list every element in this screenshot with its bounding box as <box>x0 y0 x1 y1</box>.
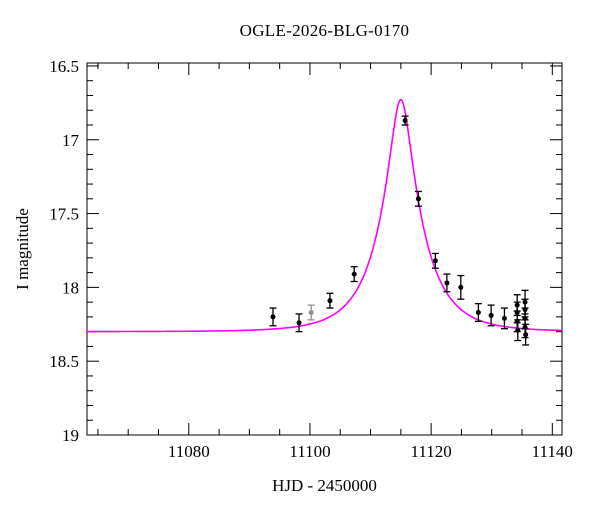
data-point <box>444 280 450 286</box>
y-tick-label: 19 <box>62 426 79 445</box>
chart-title: OGLE-2026-BLG-0170 <box>239 21 410 40</box>
x-axis-label: HJD - 2450000 <box>272 476 377 495</box>
data-point <box>351 271 357 277</box>
x-tick-label: 11120 <box>410 442 451 461</box>
data-point <box>501 315 507 321</box>
data-point <box>415 196 421 202</box>
y-tick-label: 17 <box>62 131 80 150</box>
x-tick-label: 11140 <box>532 442 573 461</box>
data-point <box>488 312 494 318</box>
data-point <box>515 327 521 333</box>
y-tick-label: 18 <box>62 278 79 297</box>
data-point <box>327 298 333 304</box>
x-tick-label: 11100 <box>289 442 330 461</box>
y-tick-label: 17.5 <box>49 205 79 224</box>
data-point <box>296 320 302 326</box>
data-point <box>270 314 276 320</box>
plot-frame <box>86 62 563 436</box>
y-tick-label: 18.5 <box>49 352 79 371</box>
data-point <box>458 284 464 290</box>
data-point <box>523 332 529 338</box>
y-tick-label: 16.5 <box>49 57 79 76</box>
x-tick-label: 11080 <box>168 442 210 461</box>
model-curve <box>87 98 563 333</box>
data-point <box>402 118 408 124</box>
data-point <box>432 258 438 264</box>
data-point <box>308 309 314 315</box>
data-point <box>475 309 481 315</box>
